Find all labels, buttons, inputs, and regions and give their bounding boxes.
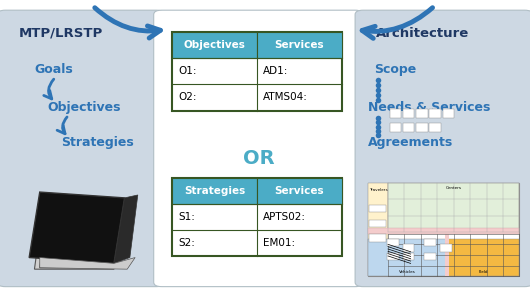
Text: Strategies: Strategies [184, 186, 245, 196]
FancyBboxPatch shape [390, 109, 401, 118]
Text: Agreements: Agreements [368, 136, 454, 149]
FancyBboxPatch shape [257, 178, 342, 204]
Polygon shape [114, 195, 138, 263]
FancyBboxPatch shape [172, 32, 257, 58]
Text: APTS02:: APTS02: [263, 212, 306, 222]
Text: Scope: Scope [374, 63, 416, 76]
FancyBboxPatch shape [368, 183, 519, 276]
FancyBboxPatch shape [424, 253, 436, 260]
Text: Centers: Centers [446, 186, 462, 190]
Text: AD1:: AD1: [263, 66, 289, 76]
FancyBboxPatch shape [390, 123, 401, 132]
FancyBboxPatch shape [368, 239, 447, 276]
Text: O1:: O1: [179, 66, 197, 76]
Text: O2:: O2: [179, 93, 197, 102]
FancyBboxPatch shape [429, 109, 441, 118]
FancyBboxPatch shape [388, 183, 519, 232]
FancyBboxPatch shape [257, 32, 342, 58]
Polygon shape [40, 258, 135, 269]
Text: Services: Services [275, 40, 324, 50]
FancyBboxPatch shape [172, 178, 342, 256]
FancyBboxPatch shape [154, 10, 363, 287]
FancyBboxPatch shape [416, 109, 428, 118]
Text: Architecture: Architecture [376, 27, 470, 40]
FancyBboxPatch shape [172, 178, 257, 204]
FancyBboxPatch shape [443, 109, 454, 118]
FancyBboxPatch shape [424, 239, 436, 246]
Text: Objectives: Objectives [184, 40, 245, 50]
Text: Goals: Goals [34, 63, 73, 76]
FancyBboxPatch shape [403, 123, 414, 132]
FancyBboxPatch shape [387, 239, 399, 246]
FancyBboxPatch shape [369, 205, 386, 212]
Text: Needs & Services: Needs & Services [368, 101, 491, 114]
Text: EM01:: EM01: [263, 238, 296, 248]
Text: ATMS04:: ATMS04: [263, 93, 308, 102]
FancyBboxPatch shape [416, 123, 428, 132]
FancyBboxPatch shape [369, 234, 386, 242]
Text: Strategies: Strategies [61, 136, 134, 149]
FancyBboxPatch shape [403, 253, 414, 260]
FancyBboxPatch shape [368, 183, 388, 276]
FancyBboxPatch shape [403, 244, 414, 252]
FancyBboxPatch shape [429, 123, 441, 132]
Text: OR: OR [243, 149, 275, 168]
Text: Services: Services [275, 186, 324, 196]
FancyBboxPatch shape [0, 10, 164, 287]
Text: S2:: S2: [179, 238, 196, 248]
Polygon shape [29, 192, 125, 263]
FancyBboxPatch shape [355, 10, 530, 287]
FancyBboxPatch shape [172, 32, 342, 111]
Polygon shape [40, 210, 127, 268]
FancyBboxPatch shape [387, 253, 399, 260]
Text: Objectives: Objectives [48, 101, 121, 114]
Text: S1:: S1: [179, 212, 196, 222]
FancyBboxPatch shape [403, 109, 414, 118]
Polygon shape [34, 211, 122, 269]
Text: Travelers: Travelers [369, 188, 387, 192]
FancyBboxPatch shape [440, 244, 452, 252]
FancyBboxPatch shape [369, 220, 386, 227]
FancyBboxPatch shape [368, 228, 519, 234]
Text: Field: Field [479, 269, 488, 274]
Text: Vehicles: Vehicles [399, 269, 416, 274]
Text: MTP/LRSTP: MTP/LRSTP [19, 27, 103, 40]
FancyBboxPatch shape [445, 234, 449, 276]
FancyBboxPatch shape [447, 239, 519, 276]
